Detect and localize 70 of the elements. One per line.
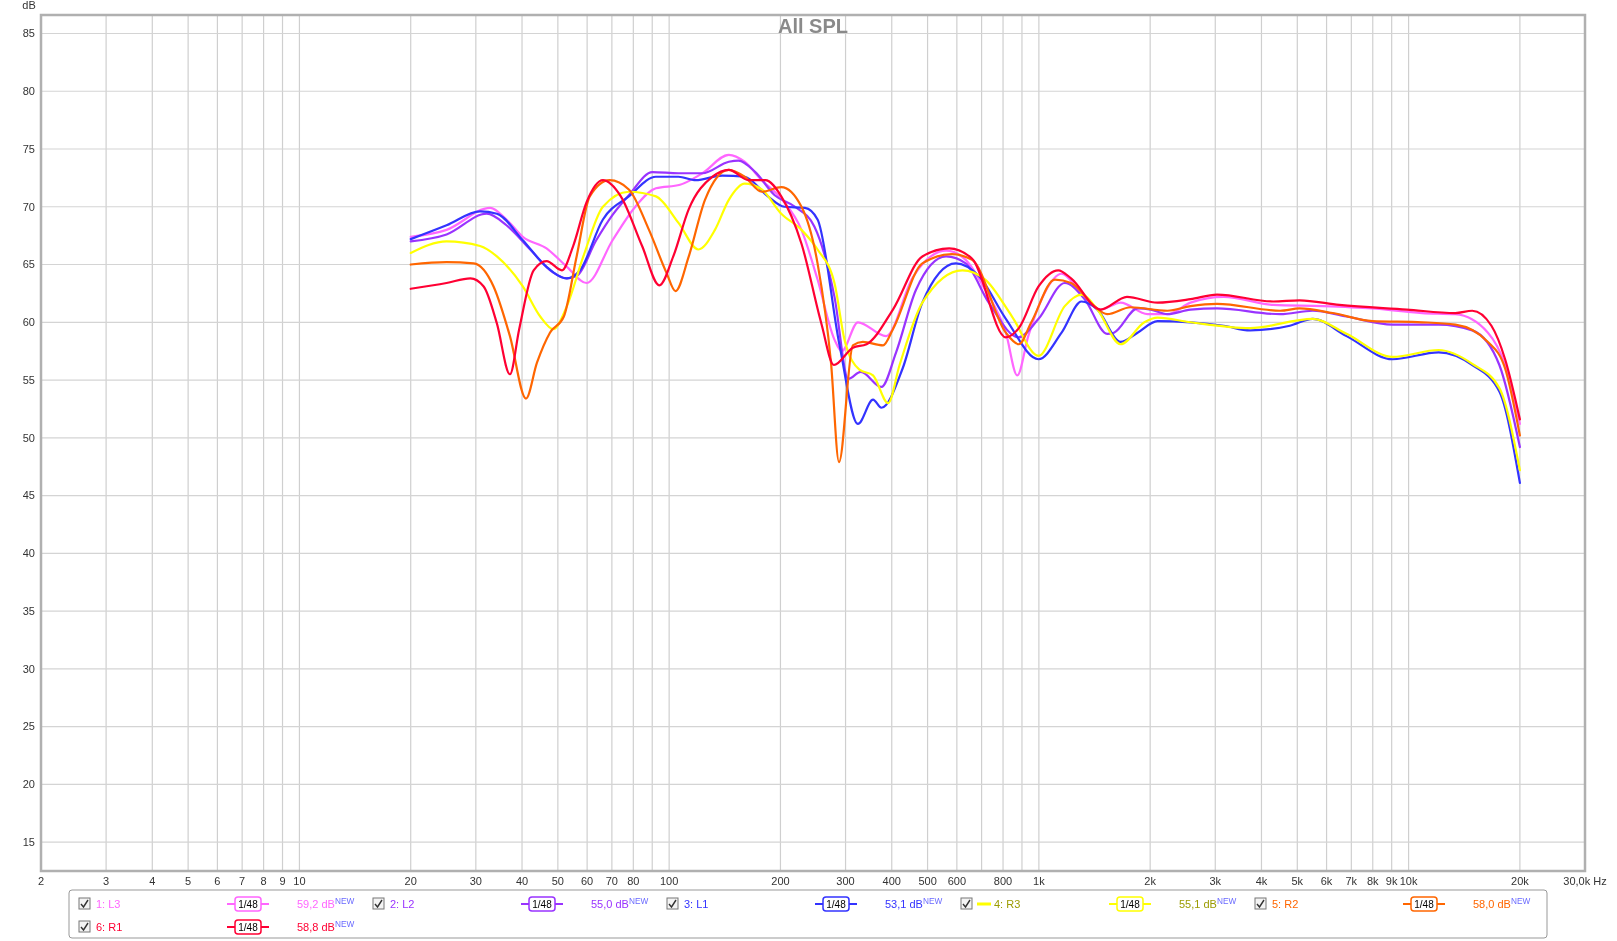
text: 1/48 <box>1414 899 1435 910</box>
x-tick-label: 60 <box>581 875 594 887</box>
x-tick-label: 50 <box>551 875 564 887</box>
y-axis-title: dB <box>22 0 36 11</box>
x-tick-label: 800 <box>993 875 1013 887</box>
y-tick-label: 15 <box>22 835 35 848</box>
y-tick-label: 60 <box>22 316 35 329</box>
text: 55,1 dB$^{NEW}$ <box>1179 896 1237 910</box>
x-tick-label: 70 <box>605 875 618 887</box>
text: 6: R1 <box>96 921 123 933</box>
text: 3: L1 <box>684 898 709 910</box>
x-tick-label: 40 <box>515 875 529 887</box>
y-tick-label: 40 <box>22 547 35 560</box>
text: 53,1 dB$^{NEW}$ <box>885 896 943 910</box>
x-tick-label: 5 <box>185 875 192 887</box>
chart-title: All SPL <box>777 15 849 37</box>
x-tick-label: 9k <box>1385 875 1398 887</box>
y-tick-label: 55 <box>22 373 35 386</box>
x-tick-label: 300 <box>836 875 855 887</box>
x-tick-label: 9 <box>279 875 286 887</box>
x-tick-label: 80 <box>627 875 640 887</box>
y-tick-label: 45 <box>22 489 35 502</box>
x-tick-label: 3 <box>103 875 110 887</box>
text: 1: L3 <box>96 898 121 910</box>
x-tick-label: 4 <box>149 875 156 887</box>
x-tick-label: 2 <box>37 875 45 887</box>
x-tick-label: 20k <box>1511 875 1530 887</box>
x-tick-label: 1k <box>1033 875 1046 887</box>
x-tick-label: 500 <box>918 875 937 887</box>
x-tick-label: 10k <box>1399 875 1418 887</box>
x-tick-label: 5k <box>1291 875 1304 887</box>
text: 55,0 dB$^{NEW}$ <box>591 896 649 910</box>
text: 1/48 <box>532 899 553 910</box>
text: 1/48 <box>238 922 259 933</box>
x-tick-label: 6 <box>214 875 221 887</box>
x-tick-label: 400 <box>882 875 901 887</box>
x-tick-label: 100 <box>659 875 679 887</box>
x-tick-label: 30 <box>469 875 482 887</box>
y-tick-label: 70 <box>22 200 35 213</box>
y-tick-label: 35 <box>22 604 35 617</box>
x-tick-label: 30,0k Hz <box>1563 875 1607 887</box>
y-tick-label: 20 <box>22 778 35 791</box>
text: 58,8 dB$^{NEW}$ <box>297 919 355 933</box>
text: 58,0 dB$^{NEW}$ <box>1473 896 1531 910</box>
x-tick-label: 600 <box>947 875 967 887</box>
x-tick-label: 200 <box>771 875 790 887</box>
x-tick-label: 8 <box>260 875 267 887</box>
x-tick-label: 10 <box>293 875 306 887</box>
x-tick-label: 2k <box>1144 875 1157 887</box>
x-tick-label: 6k <box>1320 875 1333 887</box>
x-tick-label: 4k <box>1255 875 1268 887</box>
y-tick-label: 30 <box>22 662 35 675</box>
y-tick-label: 75 <box>22 142 35 155</box>
x-tick-label: 8k <box>1366 875 1380 887</box>
text: 1/48 <box>1120 899 1141 910</box>
x-tick-label: 3k <box>1209 875 1222 887</box>
text: 59,2 dB$^{NEW}$ <box>297 896 355 910</box>
x-tick-label: 7 <box>239 875 246 887</box>
text: 2: L2 <box>390 898 415 910</box>
y-tick-label: 85 <box>22 27 35 40</box>
y-tick-label: 50 <box>22 431 35 444</box>
legend-label: 4: R3 <box>994 898 1021 910</box>
y-tick-label: 80 <box>22 85 35 98</box>
text: 1/48 <box>238 899 259 910</box>
x-tick-label: 7k <box>1345 875 1358 887</box>
y-tick-label: 65 <box>22 258 35 271</box>
x-tick-label: 20 <box>404 875 417 887</box>
text: 1/48 <box>826 899 847 910</box>
text: 5: R2 <box>1272 898 1299 910</box>
y-tick-label: 25 <box>22 720 35 733</box>
